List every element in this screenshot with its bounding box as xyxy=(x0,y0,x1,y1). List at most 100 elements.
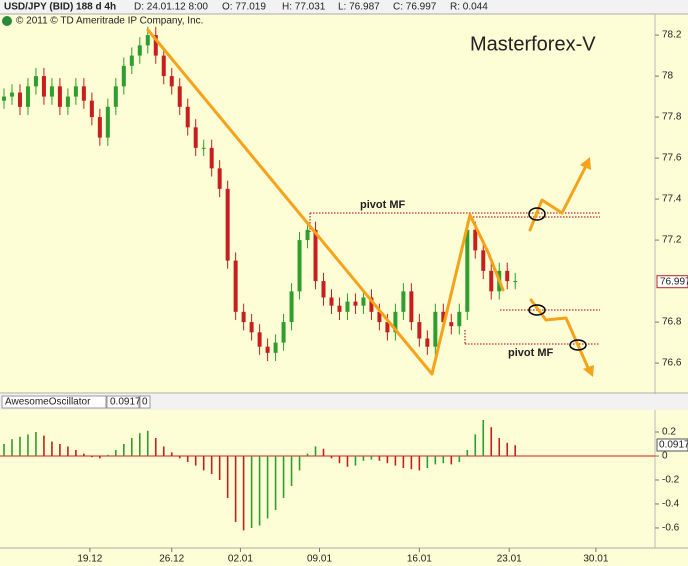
candle-body xyxy=(513,281,518,283)
candle-body xyxy=(481,250,486,271)
candle-body xyxy=(289,291,294,323)
candle-body xyxy=(457,311,462,327)
candle-body xyxy=(57,86,62,107)
candle-body xyxy=(49,86,54,97)
candle-body xyxy=(393,311,398,333)
candle-body xyxy=(345,301,350,312)
candle-body xyxy=(113,86,118,107)
candle-body xyxy=(217,168,222,189)
candle-body xyxy=(297,240,302,292)
y-tick-label: 77.8 xyxy=(662,112,682,123)
marker-ellipse xyxy=(528,207,546,221)
candle-body xyxy=(73,86,78,97)
candle-body xyxy=(305,229,310,241)
candle-body xyxy=(9,92,14,97)
candle-body xyxy=(337,305,342,312)
candle-body xyxy=(329,297,334,306)
arrow-head xyxy=(580,157,591,170)
candle-body xyxy=(377,311,382,323)
candle-body xyxy=(385,322,390,333)
y-tick-label: 76.6 xyxy=(662,358,682,369)
indicator-header xyxy=(0,394,688,410)
marks: 76.6 76.8 77.2 77.4 77.6 77.8 78 78.2 76.997 -0.6… xyxy=(0,26,688,565)
candle-body xyxy=(369,297,374,312)
candle-body xyxy=(281,322,286,343)
candle-body xyxy=(105,106,110,138)
candle-body xyxy=(489,270,494,292)
value-label: 0.0917 xyxy=(659,440,688,451)
info: R: 0.044 xyxy=(450,2,488,13)
candle-body xyxy=(145,35,150,46)
info-icon xyxy=(2,16,12,26)
info: O: 77.019 xyxy=(222,2,266,13)
y-tick-label: 76.8 xyxy=(662,317,682,328)
wave-line xyxy=(146,28,505,376)
candle-body xyxy=(233,260,238,312)
indicator-param: 0 xyxy=(142,397,148,408)
watermark: © 2011 © TD Ameritrade IP Company, Inc. xyxy=(16,16,203,27)
x-tick-label: 19.12 xyxy=(77,554,102,565)
symbol-title: USD/JPY (BID) 188 d 4h xyxy=(4,2,116,13)
y-tick-label: -0.2 xyxy=(662,475,680,486)
candle-body xyxy=(313,229,318,282)
candle-body xyxy=(409,291,414,323)
candle-body xyxy=(473,229,478,251)
y-tick-label: -0.6 xyxy=(662,523,680,534)
candle-body xyxy=(153,35,158,56)
y-tick-label: -0.4 xyxy=(662,499,680,510)
candle-body xyxy=(177,86,182,107)
x-tick-label: 30.01 xyxy=(583,554,608,565)
value-box xyxy=(656,438,688,452)
x-tick-label: 02.01 xyxy=(228,554,253,565)
candle-body xyxy=(121,65,126,87)
price-box xyxy=(656,275,688,289)
candle-body xyxy=(81,86,86,101)
candle-body xyxy=(249,322,254,333)
candle-body xyxy=(225,188,230,261)
analysis-drawing xyxy=(146,28,600,377)
brand-label: Masterforex-V xyxy=(470,33,596,55)
x-tick-label: 26.12 xyxy=(159,554,184,565)
forecast-up xyxy=(528,160,590,232)
marker-ellipse xyxy=(528,304,546,316)
forecast-down xyxy=(529,298,591,372)
candle-body xyxy=(449,322,454,327)
y-tick-label: 77.6 xyxy=(662,153,682,164)
indicator-title: AwesomeOscillator xyxy=(5,397,91,408)
candle-body xyxy=(321,281,326,298)
indicator-box xyxy=(139,395,151,409)
candle-body xyxy=(17,92,22,107)
price-label: 76.997 xyxy=(660,276,688,287)
indicator-box xyxy=(106,395,140,409)
info: L: 76.987 xyxy=(338,2,380,13)
candle-body xyxy=(25,86,30,107)
candle-body xyxy=(193,127,198,148)
candle-body xyxy=(361,297,366,306)
candle-body xyxy=(353,301,358,306)
indicator-value: 0.0917 xyxy=(110,397,141,408)
candle-body xyxy=(209,147,214,169)
candle-body xyxy=(201,147,206,149)
candle-body xyxy=(169,76,174,87)
marker-ellipse xyxy=(569,339,587,351)
y-tick-label: 78.2 xyxy=(662,30,682,41)
x-tick-label: 23.01 xyxy=(497,554,522,565)
candle-body xyxy=(89,100,94,118)
info: D: 24.01.12 8:00 xyxy=(134,2,208,13)
y-tick-label: 78 xyxy=(662,71,674,82)
candle-body xyxy=(505,270,510,282)
candle-body xyxy=(401,291,406,312)
info: C: 76.997 xyxy=(393,2,437,13)
candle-body xyxy=(273,342,278,353)
indicator-box xyxy=(1,395,107,409)
y-tick-label: 77.4 xyxy=(662,194,682,205)
candle-body xyxy=(33,76,38,87)
y-tick-label: 0 xyxy=(662,451,668,462)
candle-body xyxy=(65,96,70,107)
candle-body xyxy=(465,229,470,312)
pivot-label: pivot MF xyxy=(360,199,405,211)
candle-body xyxy=(265,346,270,353)
x-tick-label: 09.01 xyxy=(307,554,332,565)
